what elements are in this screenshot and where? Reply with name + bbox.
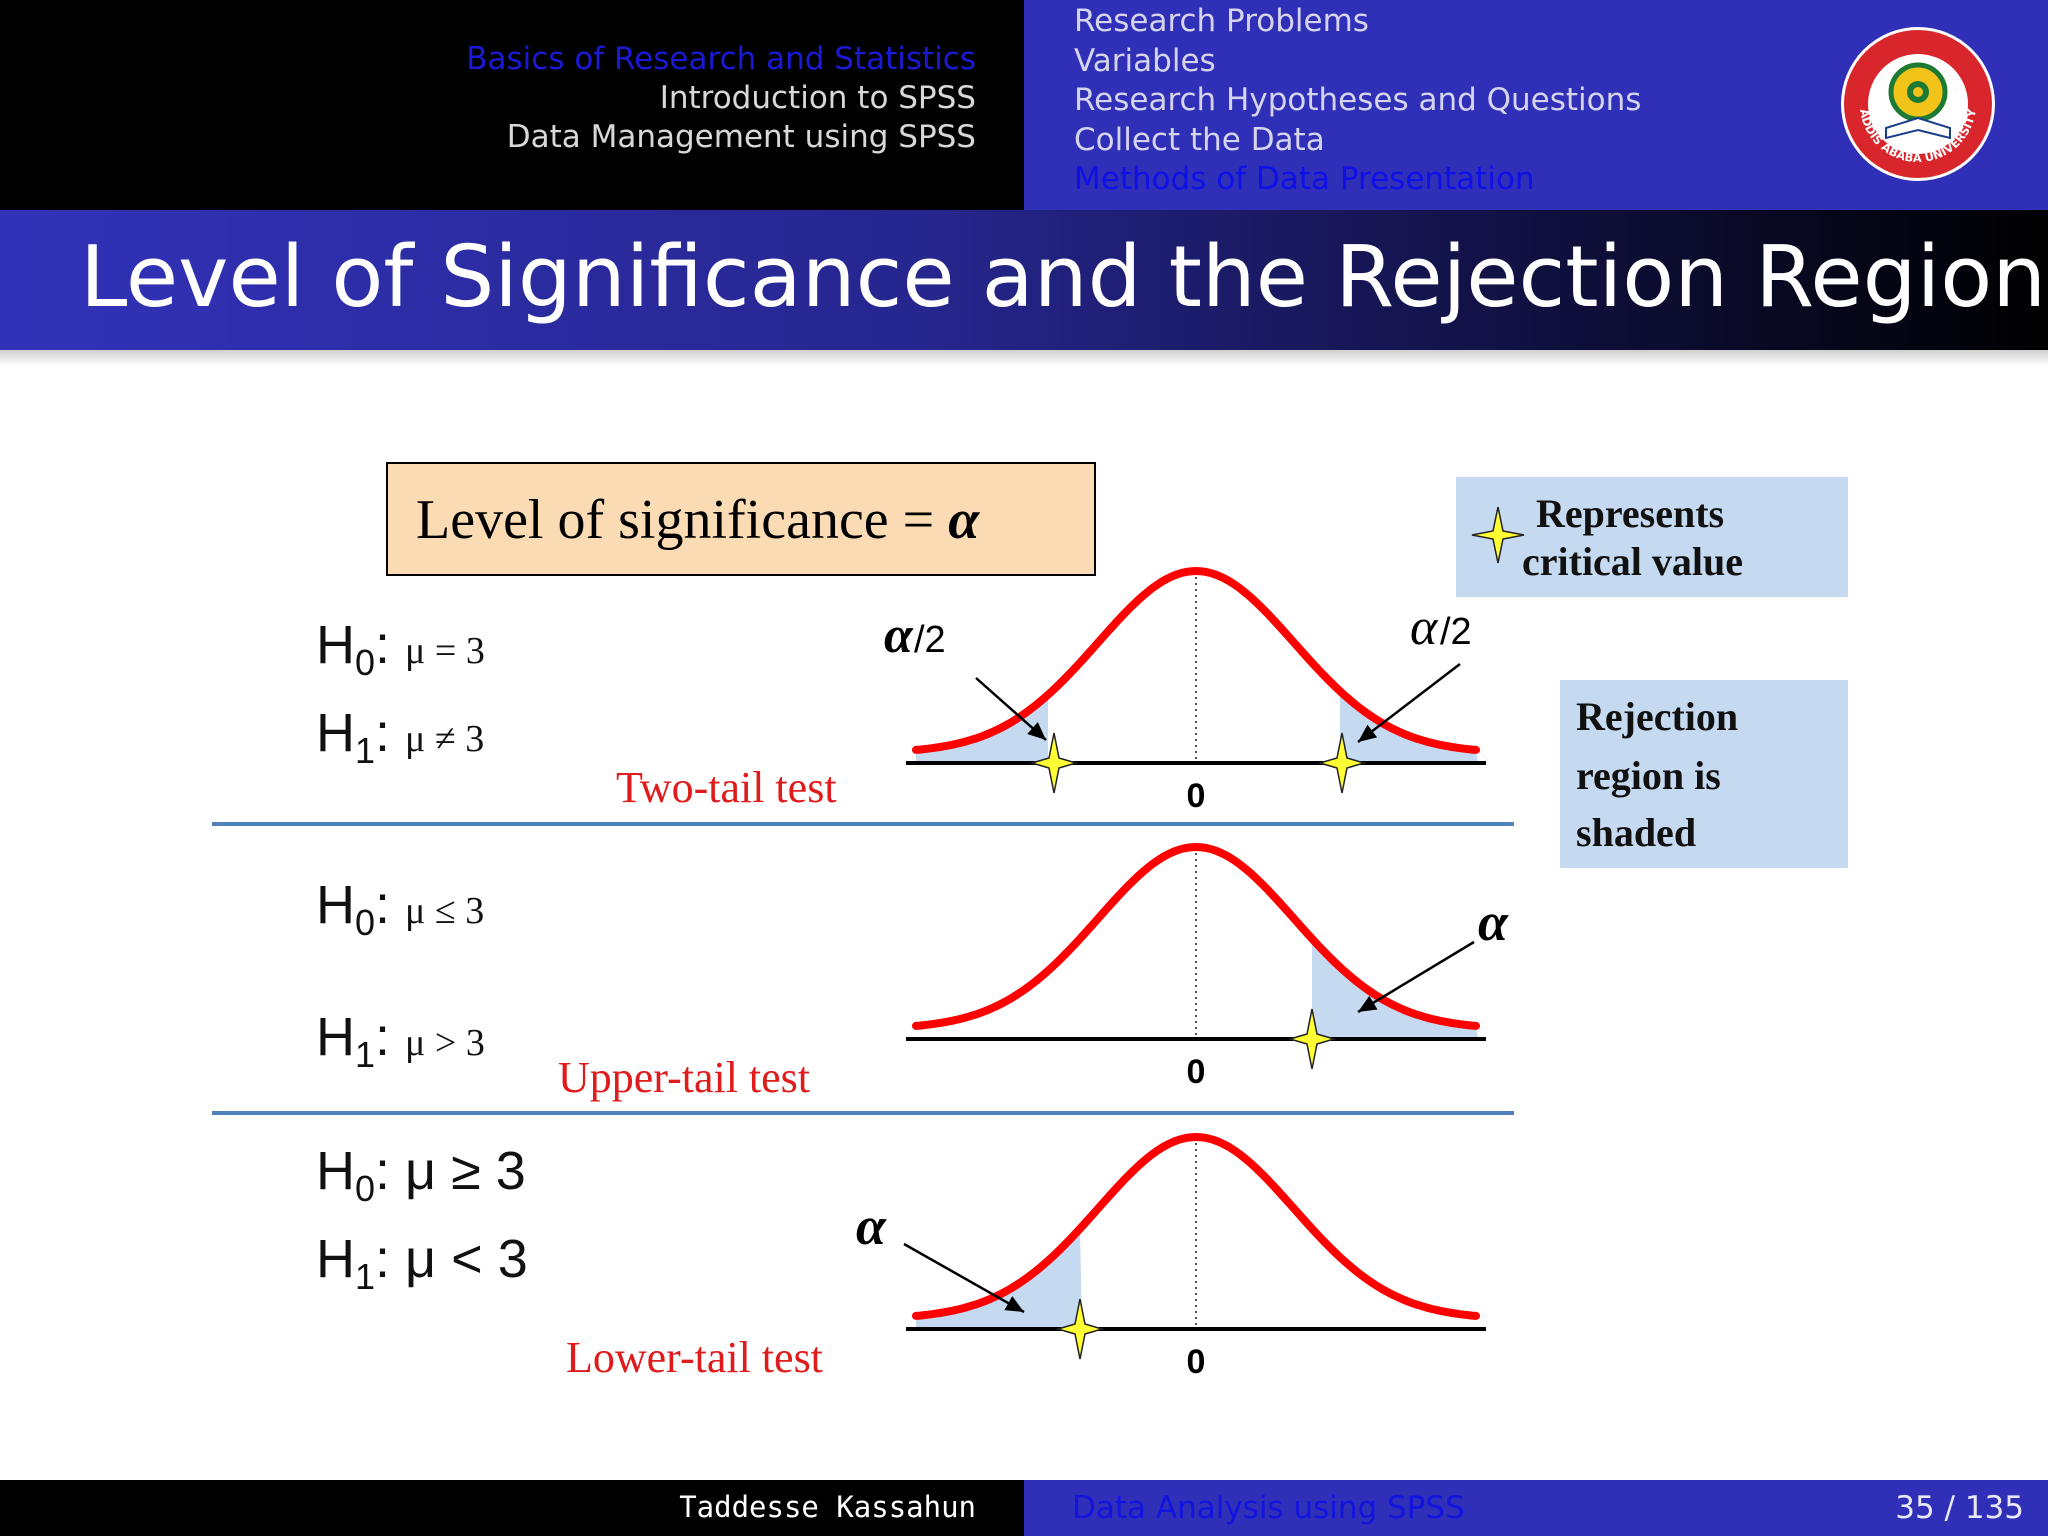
nav-sub-hypotheses[interactable]: Research Hypotheses and Questions bbox=[1074, 82, 1642, 118]
two-tail-h0: H0: μ = 3 bbox=[316, 615, 485, 683]
two-tail-h0-statement: μ = 3 bbox=[405, 630, 485, 672]
two-tail-critical-value-star-0 bbox=[1029, 732, 1079, 794]
header-subsection-panel: Research Problems Variables Research Hyp… bbox=[1024, 0, 2048, 210]
legend-critical-line-2: critical value bbox=[1522, 539, 1744, 584]
header-section-panel: Basics of Research and Statistics Introd… bbox=[0, 0, 1024, 210]
alpha-half-right-symbol: α bbox=[1410, 599, 1439, 656]
university-logo: ADDIS ABABA UNIVERSITY bbox=[1841, 27, 1995, 181]
lower-tail-critical-value-star-0 bbox=[1055, 1298, 1105, 1360]
upper-tail-pointer-arrowhead-0 bbox=[1358, 995, 1378, 1012]
alpha-half-left-symbol: α bbox=[884, 607, 914, 664]
two-tail-critical-value-star-1 bbox=[1317, 732, 1367, 794]
lower-tail-h1: H1: μ < 3 bbox=[316, 1229, 528, 1297]
legend-rejection-line-3: shaded bbox=[1576, 810, 1697, 855]
footer-left: Taddesse Kassahun bbox=[0, 1480, 1024, 1536]
nav-section-intro-spss[interactable]: Introduction to SPSS bbox=[659, 80, 976, 116]
two-tail-rejection-region-0 bbox=[916, 694, 1048, 763]
two-tail-pointer-arrowhead-0 bbox=[1027, 722, 1046, 740]
two-tail-h1-statement: μ ≠ 3 bbox=[405, 718, 485, 760]
lower-tail-pointer-arrowhead-0 bbox=[1004, 1296, 1024, 1312]
upper-tail-h1-statement: μ > 3 bbox=[405, 1022, 485, 1064]
upper-tail-h0: H0: μ ≤ 3 bbox=[316, 875, 485, 943]
alpha-lower-label: α bbox=[856, 1196, 887, 1256]
legend-critical-line-1: Represents bbox=[1536, 491, 1725, 536]
lower-tail-pointer-line-0 bbox=[903, 1242, 1025, 1314]
header: Basics of Research and Statistics Introd… bbox=[0, 0, 2048, 210]
subsection-nav: Research Problems Variables Research Hyp… bbox=[1074, 2, 1641, 200]
nav-sub-research-problems[interactable]: Research Problems bbox=[1074, 3, 1369, 39]
two-tail-pointer-arrowhead-1 bbox=[1358, 724, 1378, 742]
alpha-upper-label: α bbox=[1478, 892, 1509, 952]
upper-tail-critical-value-star-0 bbox=[1287, 1008, 1337, 1070]
rejection-region-legend: Rejection region is shaded bbox=[1560, 680, 1848, 868]
nav-section-data-management[interactable]: Data Management using SPSS bbox=[506, 119, 976, 155]
lower-tail-zero-label: 0 bbox=[1187, 1343, 1206, 1381]
footer-right: Data Analysis using SPSS 35 / 135 bbox=[1024, 1480, 2048, 1536]
lower-tail-h0-statement: μ ≥ 3 bbox=[405, 1141, 526, 1201]
lower-tail-rejection-region-0 bbox=[916, 1228, 1082, 1329]
alpha-half-right-denominator: /2 bbox=[1440, 611, 1472, 653]
alpha-half-left-denominator: /2 bbox=[914, 619, 946, 661]
level-of-significance-label: Level of significance = α bbox=[416, 488, 979, 552]
section-divider-1 bbox=[212, 822, 1514, 826]
lower-tail-h1-statement: μ < 3 bbox=[405, 1229, 528, 1289]
upper-tail-zero-label: 0 bbox=[1187, 1053, 1206, 1091]
level-of-significance-box: Level of significance = α bbox=[386, 462, 1096, 576]
page-number: 35 / 135 bbox=[1895, 1490, 2024, 1526]
section-divider-2 bbox=[212, 1111, 1514, 1115]
nav-sub-collect-data[interactable]: Collect the Data bbox=[1074, 121, 1325, 158]
slide-title: Level of Significance and the Rejection … bbox=[80, 228, 2047, 327]
nav-section-basics[interactable]: Basics of Research and Statistics bbox=[466, 41, 976, 77]
footer-author: Taddesse Kassahun bbox=[679, 1490, 976, 1524]
section-nav: Basics of Research and Statistics Introd… bbox=[466, 40, 976, 157]
two-tail-rejection-region-1 bbox=[1340, 691, 1478, 763]
title-bar: Level of Significance and the Rejection … bbox=[0, 210, 2048, 350]
star-icon bbox=[1471, 506, 1525, 564]
upper-tail-h0-statement: μ ≤ 3 bbox=[405, 890, 485, 932]
upper-tail-rejection-region-0 bbox=[1312, 938, 1478, 1039]
alpha-symbol: α bbox=[948, 489, 980, 551]
upper-tail-h1: H1: μ > 3 bbox=[316, 1007, 485, 1075]
two-tail-h1: H1: μ ≠ 3 bbox=[316, 703, 485, 771]
critical-value-legend: Represents critical value bbox=[1456, 477, 1848, 597]
upper-tail-test-label: Upper-tail test bbox=[558, 1053, 811, 1102]
two-tail-test-label: Two-tail test bbox=[616, 763, 837, 812]
upper-tail-pointer-line-0 bbox=[1357, 940, 1475, 1014]
legend-rejection-line-2: region is bbox=[1576, 753, 1721, 798]
legend-rejection-line-1: Rejection bbox=[1576, 694, 1739, 739]
nav-sub-variables[interactable]: Variables bbox=[1074, 42, 1216, 79]
two-tail-pointer-line-1 bbox=[1357, 663, 1461, 743]
footer: Taddesse Kassahun Data Analysis using SP… bbox=[0, 1480, 2048, 1536]
footer-title: Data Analysis using SPSS bbox=[1072, 1490, 1465, 1526]
two-tail-zero-label: 0 bbox=[1187, 777, 1206, 815]
level-label-text: Level of significance = bbox=[416, 489, 949, 551]
lower-tail-normal-curve bbox=[912, 1132, 1480, 1320]
title-shadow bbox=[0, 350, 2048, 366]
lower-tail-h0: H0: μ ≥ 3 bbox=[316, 1141, 526, 1209]
upper-tail-normal-curve bbox=[912, 842, 1480, 1030]
lower-tail-test-label: Lower-tail test bbox=[566, 1333, 823, 1382]
two-tail-normal-curve bbox=[912, 566, 1480, 754]
nav-sub-data-presentation[interactable]: Methods of Data Presentation bbox=[1074, 161, 1535, 197]
